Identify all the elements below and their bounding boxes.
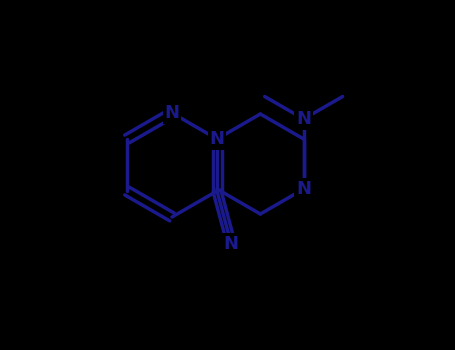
Text: N: N xyxy=(224,235,239,253)
Text: N: N xyxy=(296,110,311,128)
Text: N: N xyxy=(210,130,224,148)
Text: N: N xyxy=(296,180,311,198)
Text: N: N xyxy=(165,104,180,122)
